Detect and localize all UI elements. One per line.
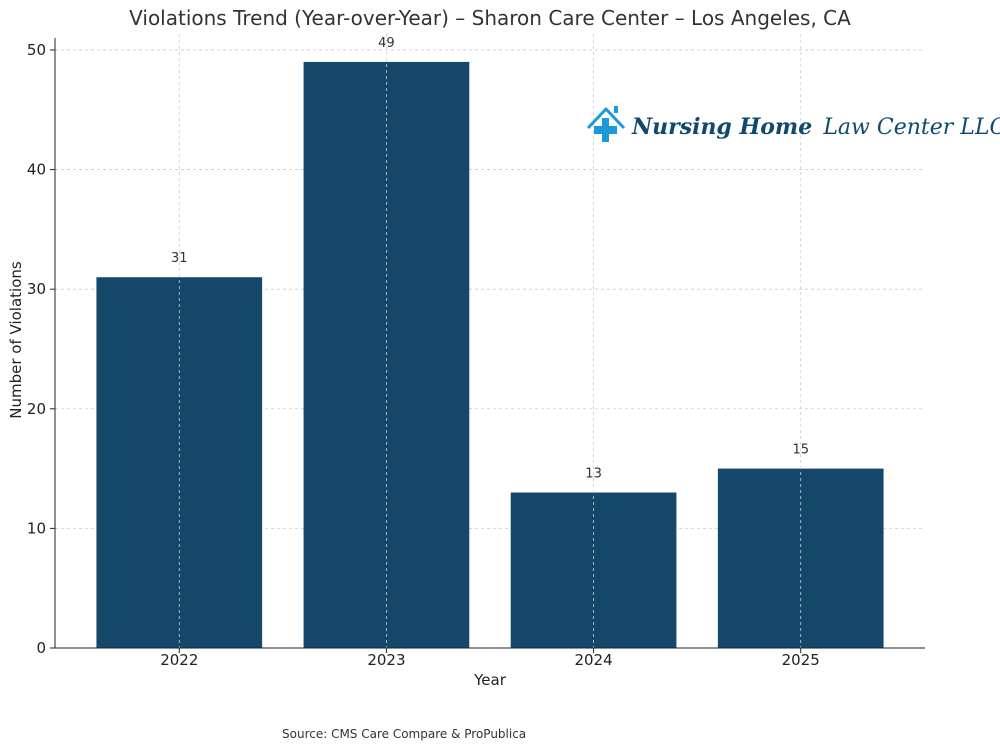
data-label-2023: 49	[378, 36, 395, 51]
x-tick-label: 2023	[367, 651, 405, 669]
logo-bold-text: Nursing Home	[631, 114, 812, 140]
data-label-2024: 13	[585, 467, 602, 482]
vertical-gridlines	[178, 34, 802, 648]
x-axis-label: Year	[473, 671, 507, 689]
logo-text: Nursing Home Law Center LLC	[631, 114, 1000, 140]
y-tick-label: 50	[27, 41, 46, 59]
data-label-2025: 15	[792, 443, 809, 458]
y-tick-label: 30	[27, 280, 46, 298]
y-tick-label: 20	[27, 400, 46, 418]
y-tick-label: 0	[36, 639, 46, 657]
x-ticks: 2022 2023 2024 2025	[160, 648, 820, 669]
bars	[96, 61, 884, 648]
x-tick-label: 2022	[160, 651, 198, 669]
y-ticks: 0 10 20 30 40 50	[27, 41, 55, 657]
x-tick-label: 2024	[574, 651, 612, 669]
y-axis-label: Number of Violations	[7, 261, 25, 419]
logo: Nursing Home Law Center LLC	[586, 106, 1000, 142]
chart-title: Violations Trend (Year-over-Year) – Shar…	[129, 6, 851, 30]
y-tick-label: 40	[27, 161, 46, 179]
y-tick-label: 10	[27, 519, 46, 537]
source-note: Source: CMS Care Compare & ProPublica	[282, 727, 526, 741]
house-plus-icon	[586, 106, 626, 142]
x-tick-label: 2025	[782, 651, 820, 669]
data-label-2022: 31	[171, 251, 188, 266]
logo-regular-text: Law Center LLC	[822, 115, 1000, 140]
data-labels: 31 49 13 15	[171, 36, 809, 482]
